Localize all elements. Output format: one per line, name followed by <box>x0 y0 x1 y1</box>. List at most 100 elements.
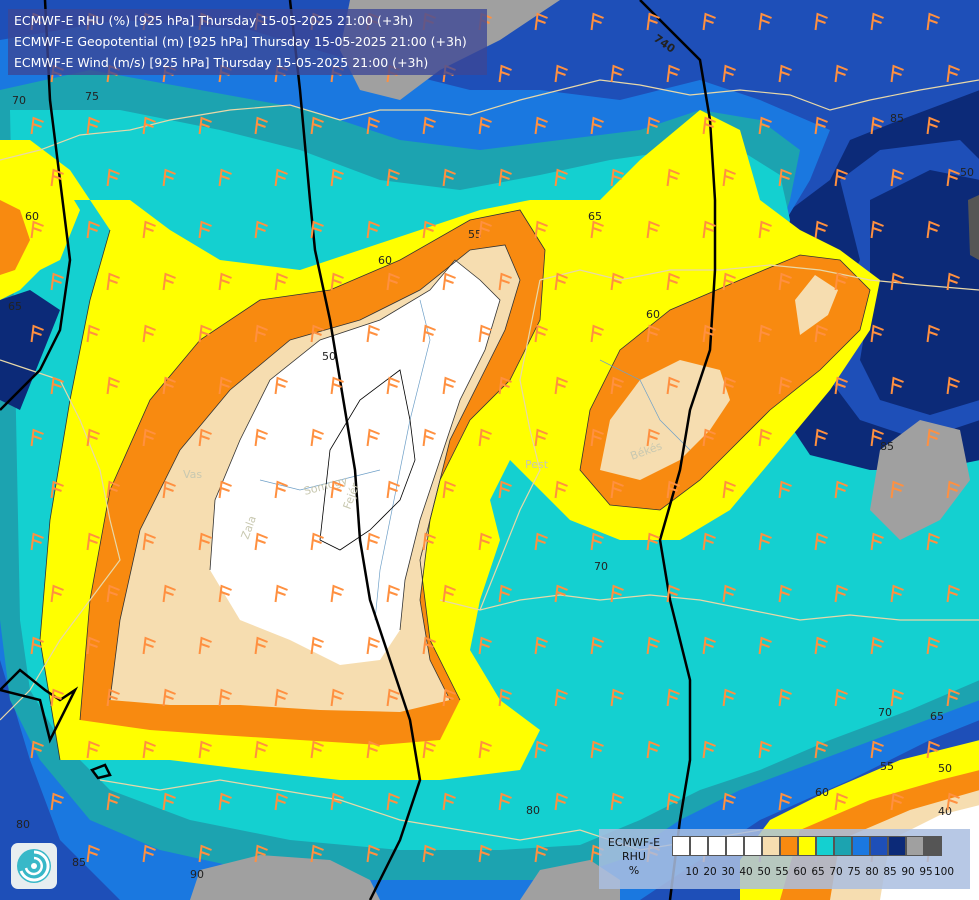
wind-barbs <box>30 12 960 863</box>
wind-barb-icon <box>778 376 792 395</box>
wind-barb-icon <box>386 168 400 187</box>
geopotential-thin-lines <box>319 369 416 551</box>
wind-barb-icon <box>478 740 492 759</box>
wind-barb-icon <box>834 64 848 83</box>
contour-label: 50 <box>960 166 974 179</box>
wind-barb-icon <box>590 532 604 551</box>
wind-barb-icon <box>274 688 288 707</box>
wind-barb-icon <box>142 324 156 343</box>
legend-swatch <box>708 836 726 856</box>
wind-barb-icon <box>330 584 344 603</box>
wind-barb-icon <box>646 324 660 343</box>
wind-barb-icon <box>702 636 716 655</box>
wind-barb-icon <box>366 532 380 551</box>
wind-barb-icon <box>274 272 288 291</box>
wind-barb-icon <box>330 272 344 291</box>
contour-label: 85 <box>880 440 894 453</box>
wind-barb-icon <box>386 584 400 603</box>
legend-variable: RHU <box>622 850 646 863</box>
wind-barb-icon <box>254 740 268 759</box>
wind-barb-icon <box>534 324 548 343</box>
legend-title: ECMWF-E RHU % <box>602 836 666 878</box>
wind-barb-icon <box>646 532 660 551</box>
wind-barb-icon <box>478 844 492 863</box>
wind-barb-icon <box>666 64 680 83</box>
wind-barb-icon <box>722 480 736 499</box>
wind-barb-icon <box>162 168 176 187</box>
wind-barb-icon <box>722 688 736 707</box>
wind-barb-icon <box>534 220 548 239</box>
wind-barb-icon <box>310 532 324 551</box>
wind-barb-icon <box>758 324 772 343</box>
wind-barb-icon <box>30 324 44 343</box>
wind-barb-icon <box>86 740 100 759</box>
legend-swatch <box>672 836 690 856</box>
wind-barb-icon <box>702 220 716 239</box>
wind-barb-icon <box>310 636 324 655</box>
place-label: Vas <box>183 468 202 481</box>
wind-barb-icon <box>926 116 940 135</box>
wind-barb-icon <box>890 272 904 291</box>
wind-barb-icon <box>198 636 212 655</box>
wind-barb-icon <box>422 428 436 447</box>
wind-barb-icon <box>366 324 380 343</box>
wind-barb-icon <box>870 12 884 31</box>
wind-barb-icon <box>890 480 904 499</box>
wind-barb-icon <box>366 740 380 759</box>
wind-barb-icon <box>442 376 456 395</box>
wind-barb-icon <box>50 376 64 395</box>
wind-barb-icon <box>610 480 624 499</box>
wind-barb-icon <box>870 532 884 551</box>
contour-label: 70 <box>878 706 892 719</box>
wind-barb-icon <box>86 324 100 343</box>
wind-barb-icon <box>590 12 604 31</box>
wind-barb-icon <box>310 220 324 239</box>
wind-barb-icon <box>814 532 828 551</box>
wind-barb-icon <box>498 376 512 395</box>
wind-barb-icon <box>254 636 268 655</box>
wind-barb-icon <box>366 428 380 447</box>
wind-barb-icon <box>330 480 344 499</box>
wind-barb-icon <box>814 428 828 447</box>
legend-tick-label: 20 <box>703 866 717 878</box>
wind-barb-icon <box>926 636 940 655</box>
wind-barb-icon <box>834 688 848 707</box>
wind-barb-icon <box>610 688 624 707</box>
wind-barb-icon <box>554 272 568 291</box>
wind-barb-icon <box>870 636 884 655</box>
wind-barb-icon <box>534 636 548 655</box>
wind-barb-icon <box>274 584 288 603</box>
wind-barb-icon <box>758 636 772 655</box>
wind-barb-icon <box>834 272 848 291</box>
wind-barb-icon <box>442 688 456 707</box>
legend-swatch <box>816 836 834 856</box>
wind-barb-icon <box>890 376 904 395</box>
wind-barb-icon <box>254 844 268 863</box>
wind-barb-icon <box>274 376 288 395</box>
wind-barb-icon <box>366 636 380 655</box>
wind-barb-icon <box>50 792 64 811</box>
wind-barb-icon <box>422 740 436 759</box>
wind-barb-icon <box>478 324 492 343</box>
wind-barb-icon <box>162 480 176 499</box>
contour-label: 55 <box>468 228 482 241</box>
legend-swatch <box>870 836 888 856</box>
wind-barb-icon <box>106 168 120 187</box>
wind-barb-icon <box>366 844 380 863</box>
wind-barb-icon <box>946 376 960 395</box>
ecmwf-swirl-icon <box>11 843 57 889</box>
wind-barb-icon <box>386 688 400 707</box>
wind-barb-icon <box>274 792 288 811</box>
wind-barb-icon <box>442 168 456 187</box>
wind-barb-icon <box>254 220 268 239</box>
wind-barb-icon <box>386 792 400 811</box>
wind-barb-icon <box>702 532 716 551</box>
wind-barb-icon <box>946 688 960 707</box>
wind-barb-icon <box>666 272 680 291</box>
title-line-rhu: ECMWF-E RHU (%) [925 hPa] Thursday 15-05… <box>14 13 414 28</box>
wind-barb-icon <box>254 428 268 447</box>
wind-barb-icon <box>198 220 212 239</box>
wind-barb-icon <box>162 272 176 291</box>
wind-barb-icon <box>330 376 344 395</box>
wind-barb-icon <box>590 116 604 135</box>
